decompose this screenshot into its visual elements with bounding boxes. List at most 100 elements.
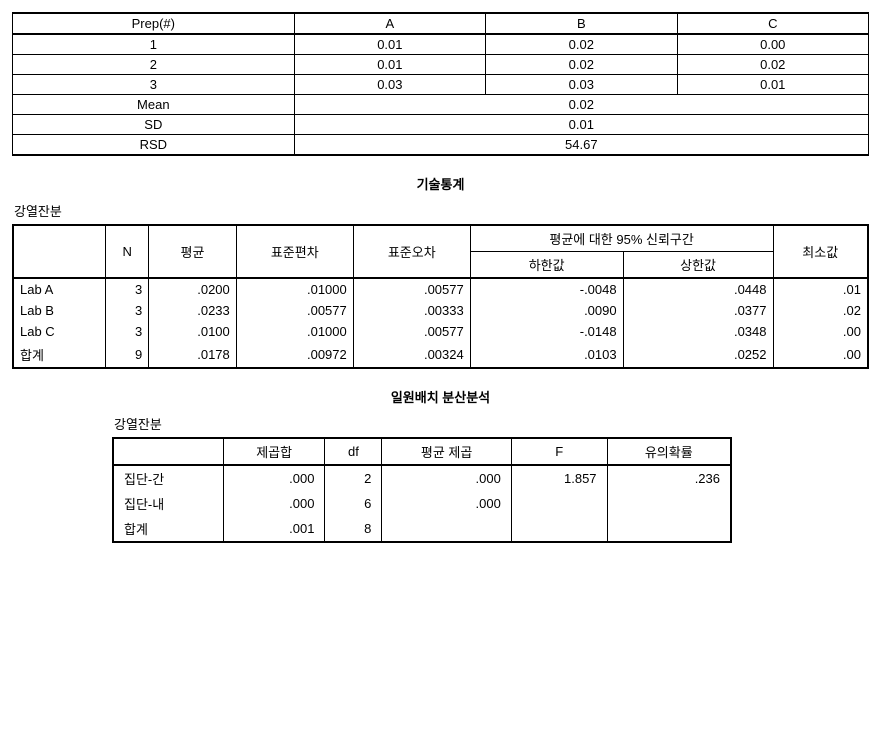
summary-row: RSD 54.67 [13, 135, 869, 156]
summary-value: 0.02 [294, 95, 868, 115]
cell-b: 0.03 [486, 75, 677, 95]
cell-se: .00324 [353, 342, 470, 368]
summary-label: RSD [13, 135, 295, 156]
cell-se: .00577 [353, 321, 470, 342]
col-n: N [106, 225, 149, 278]
cell-mean: .0178 [149, 342, 237, 368]
cell-min: .02 [773, 300, 868, 321]
cell-ms [382, 516, 511, 542]
cell-ms: .000 [382, 491, 511, 516]
cell-sig [607, 516, 731, 542]
cell-sd: .00972 [236, 342, 353, 368]
cell-ss: .001 [223, 516, 325, 542]
cell-lo: -.0148 [470, 321, 623, 342]
col-b: B [486, 13, 677, 34]
cell-lo: .0103 [470, 342, 623, 368]
summary-label: Mean [13, 95, 295, 115]
prep-header-row: Prep(#) A B C [13, 13, 869, 34]
col-min: 최소값 [773, 225, 868, 278]
cell-lab: 합계 [113, 516, 223, 542]
anova-caption: 강열잔분 [114, 414, 869, 433]
cell-n: 3 [106, 321, 149, 342]
cell-sd: .01000 [236, 278, 353, 300]
cell-prep: 3 [13, 75, 295, 95]
anova-header-row: 제곱합 df 평균 제곱 F 유의확률 [113, 438, 731, 465]
cell-sig: .236 [607, 465, 731, 491]
col-ss: 제곱합 [223, 438, 325, 465]
cell-lab: 합계 [13, 342, 106, 368]
summary-label: SD [13, 115, 295, 135]
summary-row: SD 0.01 [13, 115, 869, 135]
cell-b: 0.02 [486, 34, 677, 55]
cell-n: 3 [106, 278, 149, 300]
cell-c: 0.02 [677, 55, 868, 75]
col-prep: Prep(#) [13, 13, 295, 34]
cell-lo: -.0048 [470, 278, 623, 300]
cell-min: .00 [773, 321, 868, 342]
cell-hi: .0377 [623, 300, 773, 321]
cell-f [511, 516, 607, 542]
col-a: A [294, 13, 485, 34]
summary-value: 0.01 [294, 115, 868, 135]
table-row: 3 0.03 0.03 0.01 [13, 75, 869, 95]
cell-lab: 집단-간 [113, 465, 223, 491]
table-row: 합계 .001 8 [113, 516, 731, 542]
cell-lab: Lab A [13, 278, 106, 300]
cell-ss: .000 [223, 491, 325, 516]
table-row: 집단-간 .000 2 .000 1.857 .236 [113, 465, 731, 491]
col-se: 표준오차 [353, 225, 470, 278]
table-row: Lab B 3 .0233 .00577 .00333 .0090 .0377 … [13, 300, 868, 321]
cell-mean: .0233 [149, 300, 237, 321]
col-c: C [677, 13, 868, 34]
col-f: F [511, 438, 607, 465]
desc-header-row-1: N 평균 표준편차 표준오차 평균에 대한 95% 신뢰구간 최소값 [13, 225, 868, 252]
summary-value: 54.67 [294, 135, 868, 156]
cell-ms: .000 [382, 465, 511, 491]
cell-lab: 집단-내 [113, 491, 223, 516]
cell-ss: .000 [223, 465, 325, 491]
table-row: 1 0.01 0.02 0.00 [13, 34, 869, 55]
col-df: df [325, 438, 382, 465]
table-row: Lab A 3 .0200 .01000 .00577 -.0048 .0448… [13, 278, 868, 300]
cell-lab: Lab C [13, 321, 106, 342]
cell-a: 0.03 [294, 75, 485, 95]
cell-f [511, 491, 607, 516]
cell-sig [607, 491, 731, 516]
table-row: 2 0.01 0.02 0.02 [13, 55, 869, 75]
prep-table: Prep(#) A B C 1 0.01 0.02 0.00 2 0.01 0.… [12, 12, 869, 156]
cell-prep: 1 [13, 34, 295, 55]
descriptive-title: 기술통계 [12, 174, 869, 193]
cell-lab: Lab B [13, 300, 106, 321]
cell-df: 6 [325, 491, 382, 516]
cell-mean: .0200 [149, 278, 237, 300]
col-blank [13, 225, 106, 278]
cell-df: 2 [325, 465, 382, 491]
cell-se: .00577 [353, 278, 470, 300]
descriptive-table: N 평균 표준편차 표준오차 평균에 대한 95% 신뢰구간 최소값 하한값 상… [12, 224, 869, 369]
anova-title: 일원배치 분산분석 [12, 387, 869, 406]
cell-lo: .0090 [470, 300, 623, 321]
cell-a: 0.01 [294, 55, 485, 75]
cell-hi: .0348 [623, 321, 773, 342]
table-row: Lab C 3 .0100 .01000 .00577 -.0148 .0348… [13, 321, 868, 342]
anova-table: 제곱합 df 평균 제곱 F 유의확률 집단-간 .000 2 .000 1.8… [112, 437, 732, 543]
cell-mean: .0100 [149, 321, 237, 342]
cell-se: .00333 [353, 300, 470, 321]
cell-a: 0.01 [294, 34, 485, 55]
cell-hi: .0252 [623, 342, 773, 368]
descriptive-caption: 강열잔분 [14, 201, 869, 220]
cell-sd: .01000 [236, 321, 353, 342]
col-sd: 표준편차 [236, 225, 353, 278]
cell-c: 0.00 [677, 34, 868, 55]
cell-df: 8 [325, 516, 382, 542]
table-row: 집단-내 .000 6 .000 [113, 491, 731, 516]
table-row: 합계 9 .0178 .00972 .00324 .0103 .0252 .00 [13, 342, 868, 368]
col-ci: 평균에 대한 95% 신뢰구간 [470, 225, 773, 252]
cell-prep: 2 [13, 55, 295, 75]
col-ci-upper: 상한값 [623, 252, 773, 279]
col-mean: 평균 [149, 225, 237, 278]
cell-min: .00 [773, 342, 868, 368]
cell-min: .01 [773, 278, 868, 300]
cell-f: 1.857 [511, 465, 607, 491]
col-blank [113, 438, 223, 465]
